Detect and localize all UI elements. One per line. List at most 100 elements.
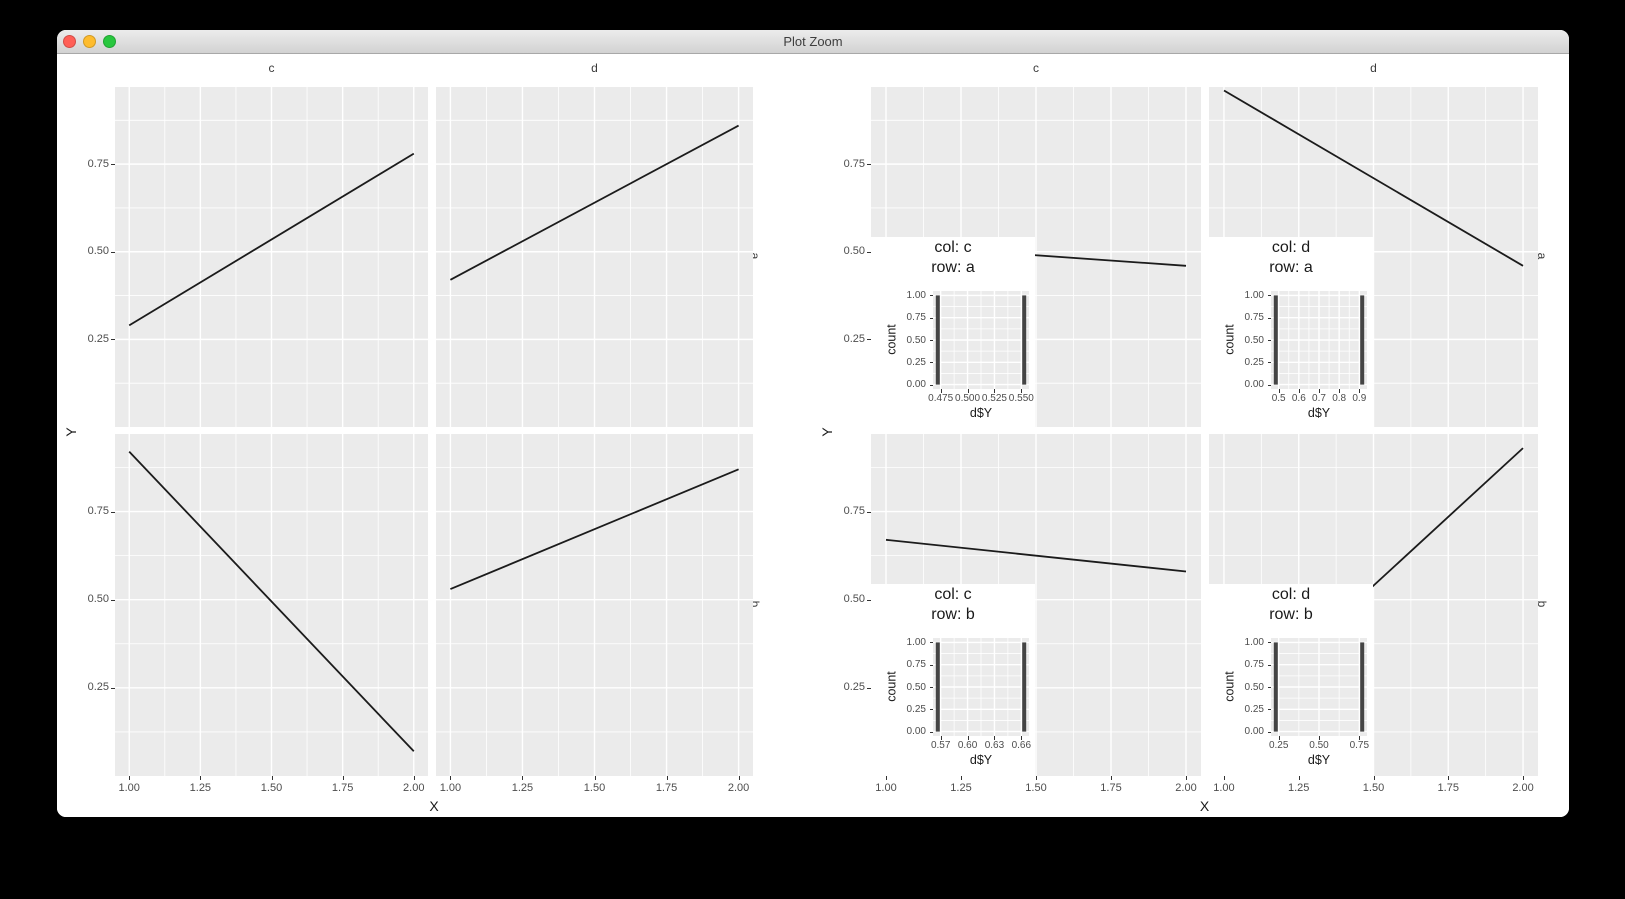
panel-d-b: col: d row: b 1.00 0.75 0.50 0.25 0.00 0.25 0.50… — [1209, 434, 1538, 776]
inset-y-axis-title: count — [1222, 671, 1237, 702]
y-tick-label: 0.25 — [843, 681, 865, 694]
y-tick-label: 0.25 — [87, 681, 109, 694]
panel-grid — [115, 87, 428, 427]
x-tick-mark — [1223, 776, 1225, 780]
inset-y-tick-mark — [929, 340, 933, 341]
x-tick-label: 1.75 — [655, 782, 678, 794]
x-tick-label: 2.00 — [1175, 782, 1197, 794]
inset-histogram — [1271, 638, 1367, 736]
inset-y-tick-label: 0.75 — [906, 659, 926, 671]
inset-x-tick-mark — [1278, 736, 1280, 740]
window-controls — [63, 35, 116, 48]
inset-x-tick-label: 0.500 — [955, 393, 981, 404]
inset-y-tick-mark — [929, 362, 933, 364]
inset-y-tick-mark — [929, 687, 933, 688]
inset-y-tick-label: 0.00 — [906, 379, 926, 391]
y-tick-mark — [111, 687, 115, 689]
x-tick-mark — [1186, 776, 1187, 780]
facet-col-strip-d: d — [1370, 61, 1377, 75]
inset-x-tick-mark — [1339, 389, 1341, 393]
inset-x-tick-label: 0.6 — [1291, 393, 1306, 404]
inset-y-tick-label: 0.00 — [906, 726, 926, 738]
inset-panel-grid — [1271, 638, 1367, 736]
y-tick-label: 0.75 — [843, 157, 865, 170]
y-axis-title: Y — [63, 426, 79, 437]
y-tick-label: 0.25 — [87, 332, 109, 345]
inset-x-tick-mark — [967, 736, 969, 740]
x-tick-label: 1.25 — [1288, 782, 1310, 794]
inset-y-tick-mark — [1267, 687, 1271, 688]
y-tick-label: 0.50 — [843, 245, 865, 258]
x-tick-label: 1.00 — [439, 782, 462, 794]
panel-grid — [436, 434, 753, 776]
x-tick-mark — [450, 776, 452, 780]
inset-y-tick-mark — [929, 731, 933, 733]
left-facet-figure: c d a b 0.75 0.75 0.50 0.50 0.25 0.25 1.00 1.00 1.25… — [57, 54, 813, 817]
inset-x-tick-label: 0.5 — [1271, 393, 1286, 404]
inset-title-col: col: d — [1271, 239, 1311, 256]
inset-x-tick-label: 0.550 — [1008, 393, 1034, 404]
x-tick-label: 1.50 — [1025, 782, 1047, 794]
y-tick-label: 0.75 — [87, 505, 109, 518]
inset-y-tick-mark — [929, 709, 933, 711]
x-tick-label: 1.50 — [260, 782, 283, 794]
plot-canvas: c d a b 0.75 0.75 0.50 0.50 0.25 0.25 1.00 1.00 1.25… — [57, 54, 1569, 817]
inset-x-tick-mark — [1359, 736, 1361, 740]
x-tick-mark — [129, 776, 131, 780]
y-tick-mark — [867, 164, 871, 166]
inset-x-tick-mark — [1021, 736, 1023, 740]
panel-c-b — [115, 434, 428, 776]
inset-y-tick-label: 0.75 — [1244, 659, 1264, 671]
x-tick-mark — [666, 776, 668, 780]
plot-zoom-window: Plot Zoom c d a b 0.75 0.75 0.50 0.50 0.25 0.25 1.… — [57, 30, 1569, 817]
titlebar[interactable]: Plot Zoom — [57, 30, 1569, 54]
inset-x-axis-title: d$Y — [969, 753, 993, 767]
x-tick-mark — [1448, 776, 1450, 780]
inset-x-tick-mark — [1359, 389, 1361, 393]
maximize-button[interactable] — [103, 35, 116, 48]
inset-panel-grid — [1271, 291, 1367, 389]
inset-title-col: col: c — [934, 586, 972, 603]
x-tick-label: 1.25 — [950, 782, 972, 794]
inset-y-tick-label: 0.25 — [906, 356, 926, 368]
y-tick-mark — [867, 511, 871, 513]
inset-x-tick-label: 0.525 — [981, 393, 1007, 404]
inset-x-tick-mark — [994, 389, 996, 393]
x-tick-label: 1.00 — [875, 782, 897, 794]
y-tick-mark — [867, 687, 871, 689]
inset-panel-grid — [933, 291, 1029, 389]
inset-y-tick-mark — [1267, 362, 1271, 364]
inset-y-tick-label: 0.50 — [906, 681, 926, 693]
close-button[interactable] — [63, 35, 76, 48]
inset-x-tick-label: 0.57 — [930, 740, 951, 751]
inset-y-tick-mark — [1267, 295, 1271, 297]
inset-x-axis-title: d$Y — [969, 406, 993, 420]
panel-d-a — [436, 87, 753, 427]
inset-y-axis-title: count — [884, 671, 899, 702]
window-title: Plot Zoom — [783, 34, 843, 49]
inset-x-tick-mark — [1319, 736, 1320, 740]
y-tick-label: 0.75 — [87, 157, 109, 170]
inset-histogram — [933, 638, 1029, 736]
inset-y-tick-mark — [929, 295, 933, 297]
x-tick-label: 2.00 — [1512, 782, 1534, 794]
y-tick-label: 0.50 — [843, 593, 865, 606]
inset-plot: col: d row: a 1.00 0.75 0.50 0.25 0.00 0.5 0.6 0.… — [1209, 237, 1373, 427]
inset-y-tick-label: 0.25 — [1244, 356, 1264, 368]
panel-d-b — [436, 434, 753, 776]
inset-y-tick-label: 0.25 — [906, 703, 926, 715]
inset-title-row: row: b — [1269, 606, 1313, 623]
x-tick-label: 1.75 — [1100, 782, 1122, 794]
x-axis-title: X — [429, 798, 439, 814]
inset-x-tick-mark — [1278, 389, 1280, 393]
inset-y-axis-title: count — [1222, 324, 1237, 355]
facet-col-strip-d: d — [591, 61, 598, 75]
minimize-button[interactable] — [83, 35, 96, 48]
x-tick-mark — [1111, 776, 1112, 780]
panel-c-a — [115, 87, 428, 427]
inset-y-tick-mark — [1267, 317, 1271, 319]
x-tick-label: 1.25 — [511, 782, 534, 794]
inset-x-tick-label: 0.63 — [984, 740, 1005, 751]
inset-x-tick-mark — [940, 389, 942, 393]
